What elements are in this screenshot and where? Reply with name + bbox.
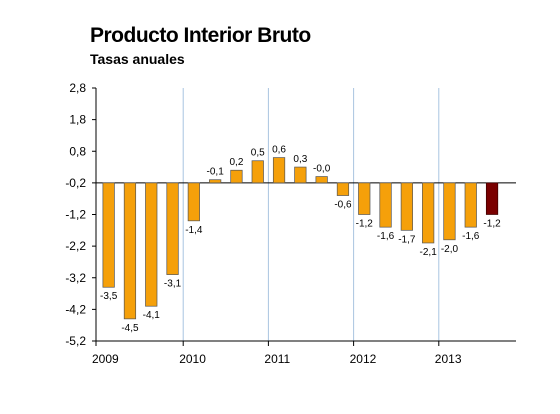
bar-value-label: -3,1 <box>164 279 182 290</box>
x-year-label: 2010 <box>179 352 206 366</box>
bar-value-label: 0,3 <box>293 154 307 165</box>
bar-value-label: -3,5 <box>100 291 118 302</box>
y-tick-label: -2,2 <box>65 239 86 253</box>
bar <box>422 182 435 244</box>
bar <box>102 182 115 288</box>
bar <box>123 182 137 320</box>
y-axis: 2,8 1,8 0,8 -0,2 -1,2 -2,2 -3,2 -4,2 -5,2 <box>65 81 97 348</box>
bar-value-label: -1,2 <box>356 219 374 230</box>
bar <box>485 182 499 215</box>
x-year-label: 2012 <box>350 352 377 366</box>
bar-value-label: 0,5 <box>251 148 265 159</box>
bar-value-label: -1,2 <box>483 219 501 230</box>
bar-value-label: 0,2 <box>229 157 243 168</box>
bar <box>336 182 350 196</box>
bar <box>187 182 200 222</box>
bars <box>102 157 499 320</box>
y-tick-label: 1,8 <box>69 113 86 127</box>
y-tick-label: -4,2 <box>65 302 86 316</box>
bar <box>358 182 371 215</box>
bar-value-label: -0,1 <box>207 167 225 178</box>
chart-title: Producto Interior Bruto <box>90 24 311 47</box>
bar <box>294 166 307 184</box>
bar <box>464 182 477 228</box>
bar-value-label: -0,6 <box>334 200 352 211</box>
x-year-label: 2013 <box>435 352 462 366</box>
data-labels: -3,5 -4,5 -4,1 -3,1 -1,4 -0,1 0,2 0,5 0,6 0,3 -0,0… <box>100 145 501 334</box>
bar-value-label: -1,7 <box>398 234 416 245</box>
y-tick-label: -1,2 <box>65 208 86 222</box>
bar-value-label: -2,0 <box>441 244 459 255</box>
bar <box>230 169 243 184</box>
x-axis: 2009 2010 2011 2012 2013 <box>92 340 516 366</box>
bar-value-label: 0,6 <box>272 145 286 156</box>
bar <box>166 182 179 275</box>
y-tick-label: -0,2 <box>65 176 86 190</box>
bar-value-label: -4,5 <box>121 323 139 334</box>
bar <box>145 182 158 307</box>
bar-value-label: -1,6 <box>462 231 480 242</box>
bar-value-label: -2,1 <box>420 247 438 258</box>
bar <box>443 182 456 241</box>
x-year-label: 2011 <box>264 352 290 366</box>
bar-value-label: -0,0 <box>313 164 331 175</box>
year-separators <box>182 88 440 341</box>
bar <box>400 182 413 231</box>
chart-subtitle: Tasas anuales <box>90 51 185 67</box>
y-tick-label: -5,2 <box>65 334 86 348</box>
bar-value-label: -1,4 <box>185 225 203 236</box>
bar <box>272 157 286 184</box>
bar <box>379 182 392 228</box>
bar <box>315 176 328 184</box>
bar-value-label: -1,6 <box>377 231 395 242</box>
bar <box>209 179 222 184</box>
y-tick-label: -3,2 <box>65 271 86 285</box>
y-tick-label: 0,8 <box>69 144 86 158</box>
bar-value-label: -4,1 <box>143 310 161 321</box>
y-tick-label: 2,8 <box>69 81 86 95</box>
bar <box>251 160 264 184</box>
x-year-label: 2009 <box>92 352 119 366</box>
